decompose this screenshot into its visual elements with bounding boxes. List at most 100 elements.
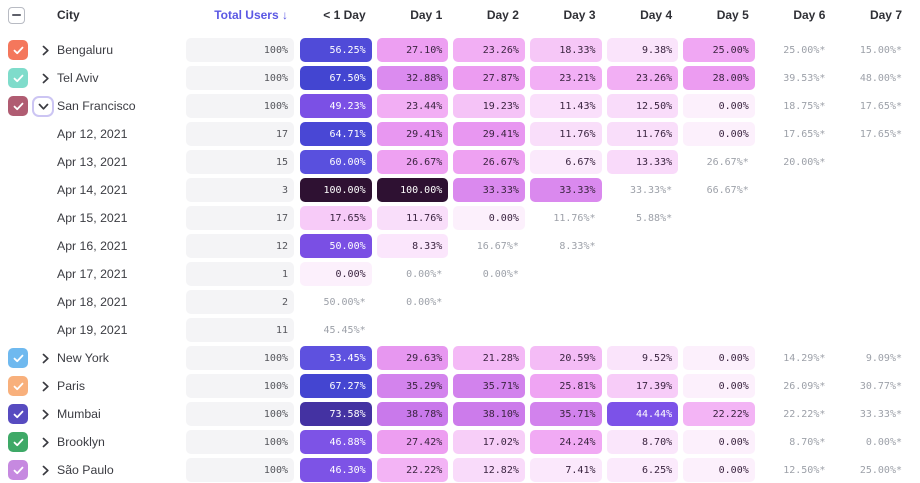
select-all-checkbox[interactable]	[8, 6, 25, 24]
row-checkbox[interactable]	[8, 96, 28, 116]
expand-chevron-button[interactable]	[36, 377, 54, 395]
retention-cell[interactable]: 23.21%	[529, 66, 602, 90]
retention-cell[interactable]: 35.71%	[453, 374, 525, 398]
estimated-retention-value[interactable]: 25.00%*	[859, 464, 902, 476]
estimated-retention-value[interactable]: 8.70%*	[789, 436, 826, 448]
retention-cell[interactable]: 8.70%	[606, 430, 679, 454]
retention-cell[interactable]: 23.44%	[376, 94, 449, 118]
retention-cell[interactable]: 32.88%	[376, 66, 449, 90]
retention-cell[interactable]: 20.59%	[529, 346, 602, 370]
estimated-retention-value[interactable]: 12.50%*	[783, 464, 826, 476]
retention-cell[interactable]: 49.23%	[300, 94, 372, 118]
retention-cell[interactable]: 11.43%	[529, 94, 602, 118]
retention-cell[interactable]: 6.25%	[606, 458, 679, 482]
estimated-retention-value[interactable]: 0.00%*	[482, 268, 519, 280]
retention-cell[interactable]: 100.00%	[376, 178, 449, 202]
row-checkbox[interactable]	[8, 40, 28, 60]
estimated-retention-value[interactable]: 17.65%*	[859, 128, 902, 140]
retention-cell[interactable]: 44.44%	[606, 402, 679, 426]
retention-cell[interactable]: 9.52%	[606, 346, 679, 370]
retention-cell[interactable]: 18.33%	[529, 38, 602, 62]
expand-chevron-button[interactable]	[36, 349, 54, 367]
retention-cell[interactable]: 12.50%	[606, 94, 679, 118]
row-checkbox[interactable]	[8, 348, 28, 368]
estimated-retention-value[interactable]: 50.00%*	[323, 296, 366, 308]
retention-cell[interactable]: 27.42%	[376, 430, 449, 454]
retention-cell[interactable]: 33.33%	[453, 178, 525, 202]
estimated-retention-value[interactable]: 39.53%*	[783, 72, 826, 84]
estimated-retention-value[interactable]: 5.88%*	[636, 212, 673, 224]
retention-cell[interactable]: 21.28%	[453, 346, 525, 370]
estimated-retention-value[interactable]: 17.65%*	[783, 128, 826, 140]
expand-chevron-button[interactable]	[36, 433, 54, 451]
estimated-retention-value[interactable]: 30.77%*	[859, 380, 902, 392]
estimated-retention-value[interactable]: 26.09%*	[783, 380, 826, 392]
retention-cell[interactable]: 67.27%	[300, 374, 372, 398]
retention-cell[interactable]: 27.87%	[453, 66, 525, 90]
retention-cell[interactable]: 29.41%	[376, 122, 449, 146]
retention-cell[interactable]: 29.41%	[453, 122, 525, 146]
estimated-retention-value[interactable]: 48.00%*	[859, 72, 902, 84]
retention-cell[interactable]: 64.71%	[300, 122, 372, 146]
estimated-retention-value[interactable]: 33.33%*	[859, 408, 902, 420]
expand-chevron-button[interactable]	[36, 405, 54, 423]
estimated-retention-value[interactable]: 11.76%*	[553, 212, 596, 224]
retention-cell[interactable]: 0.00%	[683, 122, 755, 146]
row-checkbox[interactable]	[8, 68, 28, 88]
estimated-retention-value[interactable]: 45.45%*	[323, 324, 366, 336]
retention-cell[interactable]: 53.45%	[300, 346, 372, 370]
retention-cell[interactable]: 0.00%	[453, 206, 525, 230]
retention-cell[interactable]: 33.33%	[529, 178, 602, 202]
estimated-retention-value[interactable]: 33.33%*	[629, 184, 673, 196]
retention-cell[interactable]: 100.00%	[300, 178, 372, 202]
row-checkbox[interactable]	[8, 460, 28, 480]
retention-cell[interactable]: 17.65%	[300, 206, 372, 230]
retention-cell[interactable]: 29.63%	[376, 346, 449, 370]
retention-cell[interactable]: 26.67%	[453, 150, 525, 174]
retention-cell[interactable]: 17.39%	[606, 374, 679, 398]
retention-cell[interactable]: 56.25%	[300, 38, 372, 62]
estimated-retention-value[interactable]: 17.65%*	[859, 100, 902, 112]
retention-cell[interactable]: 38.10%	[453, 402, 525, 426]
retention-cell[interactable]: 73.58%	[300, 402, 372, 426]
estimated-retention-value[interactable]: 18.75%*	[783, 100, 826, 112]
retention-cell[interactable]: 9.38%	[606, 38, 679, 62]
retention-cell[interactable]: 11.76%	[529, 122, 602, 146]
expand-chevron-button[interactable]	[32, 95, 54, 117]
column-header-total-users[interactable]: Total Users ↓	[214, 8, 288, 22]
retention-cell[interactable]: 17.02%	[453, 430, 525, 454]
retention-cell[interactable]: 24.24%	[529, 430, 602, 454]
retention-cell[interactable]: 60.00%	[300, 150, 372, 174]
retention-cell[interactable]: 46.30%	[300, 458, 372, 482]
retention-cell[interactable]: 50.00%	[300, 234, 372, 258]
estimated-retention-value[interactable]: 26.67%*	[706, 156, 749, 168]
retention-cell[interactable]: 0.00%	[683, 458, 755, 482]
expand-chevron-button[interactable]	[36, 461, 54, 479]
estimated-retention-value[interactable]: 0.00%*	[406, 296, 443, 308]
retention-cell[interactable]: 25.81%	[529, 374, 602, 398]
retention-cell[interactable]: 35.71%	[529, 402, 602, 426]
row-checkbox[interactable]	[8, 432, 28, 452]
retention-cell[interactable]: 6.67%	[529, 150, 602, 174]
estimated-retention-value[interactable]: 14.29%*	[783, 352, 826, 364]
retention-cell[interactable]: 35.29%	[376, 374, 449, 398]
retention-cell[interactable]: 11.76%	[606, 122, 679, 146]
retention-cell[interactable]: 23.26%	[453, 38, 525, 62]
retention-cell[interactable]: 67.50%	[300, 66, 372, 90]
retention-cell[interactable]: 19.23%	[453, 94, 525, 118]
estimated-retention-value[interactable]: 66.67%*	[706, 184, 749, 196]
retention-cell[interactable]: 28.00%	[683, 66, 755, 90]
estimated-retention-value[interactable]: 16.67%*	[476, 240, 519, 252]
retention-cell[interactable]: 23.26%	[606, 66, 679, 90]
estimated-retention-value[interactable]: 20.00%*	[783, 156, 826, 168]
retention-cell[interactable]: 0.00%	[683, 94, 755, 118]
retention-cell[interactable]: 8.33%	[376, 234, 449, 258]
retention-cell[interactable]: 11.76%	[376, 206, 449, 230]
estimated-retention-value[interactable]: 9.09%*	[865, 352, 902, 364]
estimated-retention-value[interactable]: 15.00%*	[859, 44, 902, 56]
expand-chevron-button[interactable]	[36, 41, 54, 59]
retention-cell[interactable]: 12.82%	[453, 458, 525, 482]
row-checkbox[interactable]	[8, 376, 28, 396]
estimated-retention-value[interactable]: 25.00%*	[783, 44, 826, 56]
retention-cell[interactable]: 22.22%	[376, 458, 449, 482]
